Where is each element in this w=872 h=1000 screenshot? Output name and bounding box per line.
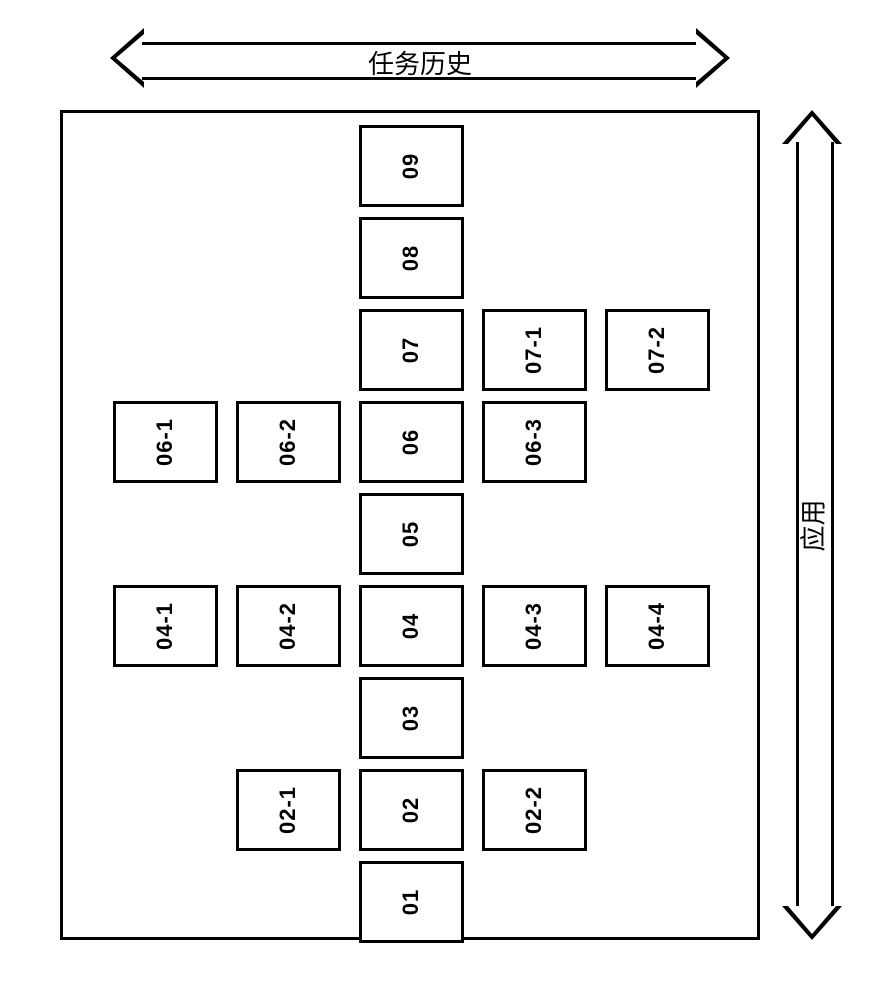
grid-container: 01 02-1 02 02-2 03 04-1 04-2 04 04-3 04-4 05 06-1 06… [63, 113, 757, 937]
node-label: 06-2 [275, 418, 301, 466]
node-label: 04 [398, 613, 424, 639]
axis-vertical: 应用 [782, 110, 842, 940]
node-label: 01 [398, 889, 424, 915]
axis-vertical-label: 应用 [800, 110, 824, 940]
node-label: 09 [398, 153, 424, 179]
node-label: 04-2 [275, 602, 301, 650]
node-label: 02-1 [275, 786, 301, 834]
node-label: 08 [398, 245, 424, 271]
node-06-3: 06-3 [482, 401, 587, 483]
axis-horizontal: 任务历史 [110, 28, 730, 88]
node-04-4: 04-4 [605, 585, 710, 667]
node-07-1: 07-1 [482, 309, 587, 391]
node-03: 03 [359, 677, 464, 759]
node-05: 05 [359, 493, 464, 575]
node-06: 06 [359, 401, 464, 483]
node-label: 02 [398, 797, 424, 823]
node-label: 07-2 [644, 326, 670, 374]
node-06-1: 06-1 [113, 401, 218, 483]
node-07-2: 07-2 [605, 309, 710, 391]
node-label: 06-1 [152, 418, 178, 466]
node-06-2: 06-2 [236, 401, 341, 483]
node-02: 02 [359, 769, 464, 851]
node-07: 07 [359, 309, 464, 391]
node-04: 04 [359, 585, 464, 667]
diagram-root: { "axes": { "horizontal_label": "任务历史", … [0, 0, 872, 1000]
node-label: 07 [398, 337, 424, 363]
node-label: 05 [398, 521, 424, 547]
node-label: 06-3 [521, 418, 547, 466]
node-label: 04-4 [644, 602, 670, 650]
node-label: 02-2 [521, 786, 547, 834]
node-09: 09 [359, 125, 464, 207]
node-01: 01 [359, 861, 464, 943]
node-04-1: 04-1 [113, 585, 218, 667]
node-label: 04-1 [152, 602, 178, 650]
axis-horizontal-label: 任务历史 [110, 44, 730, 81]
node-08: 08 [359, 217, 464, 299]
node-label: 03 [398, 705, 424, 731]
node-label: 06 [398, 429, 424, 455]
node-label: 04-3 [521, 602, 547, 650]
node-04-2: 04-2 [236, 585, 341, 667]
node-label: 07-1 [521, 326, 547, 374]
node-02-2: 02-2 [482, 769, 587, 851]
node-04-3: 04-3 [482, 585, 587, 667]
node-02-1: 02-1 [236, 769, 341, 851]
grid-panel: 01 02-1 02 02-2 03 04-1 04-2 04 04-3 04-4 05 06-1 06… [60, 110, 760, 940]
